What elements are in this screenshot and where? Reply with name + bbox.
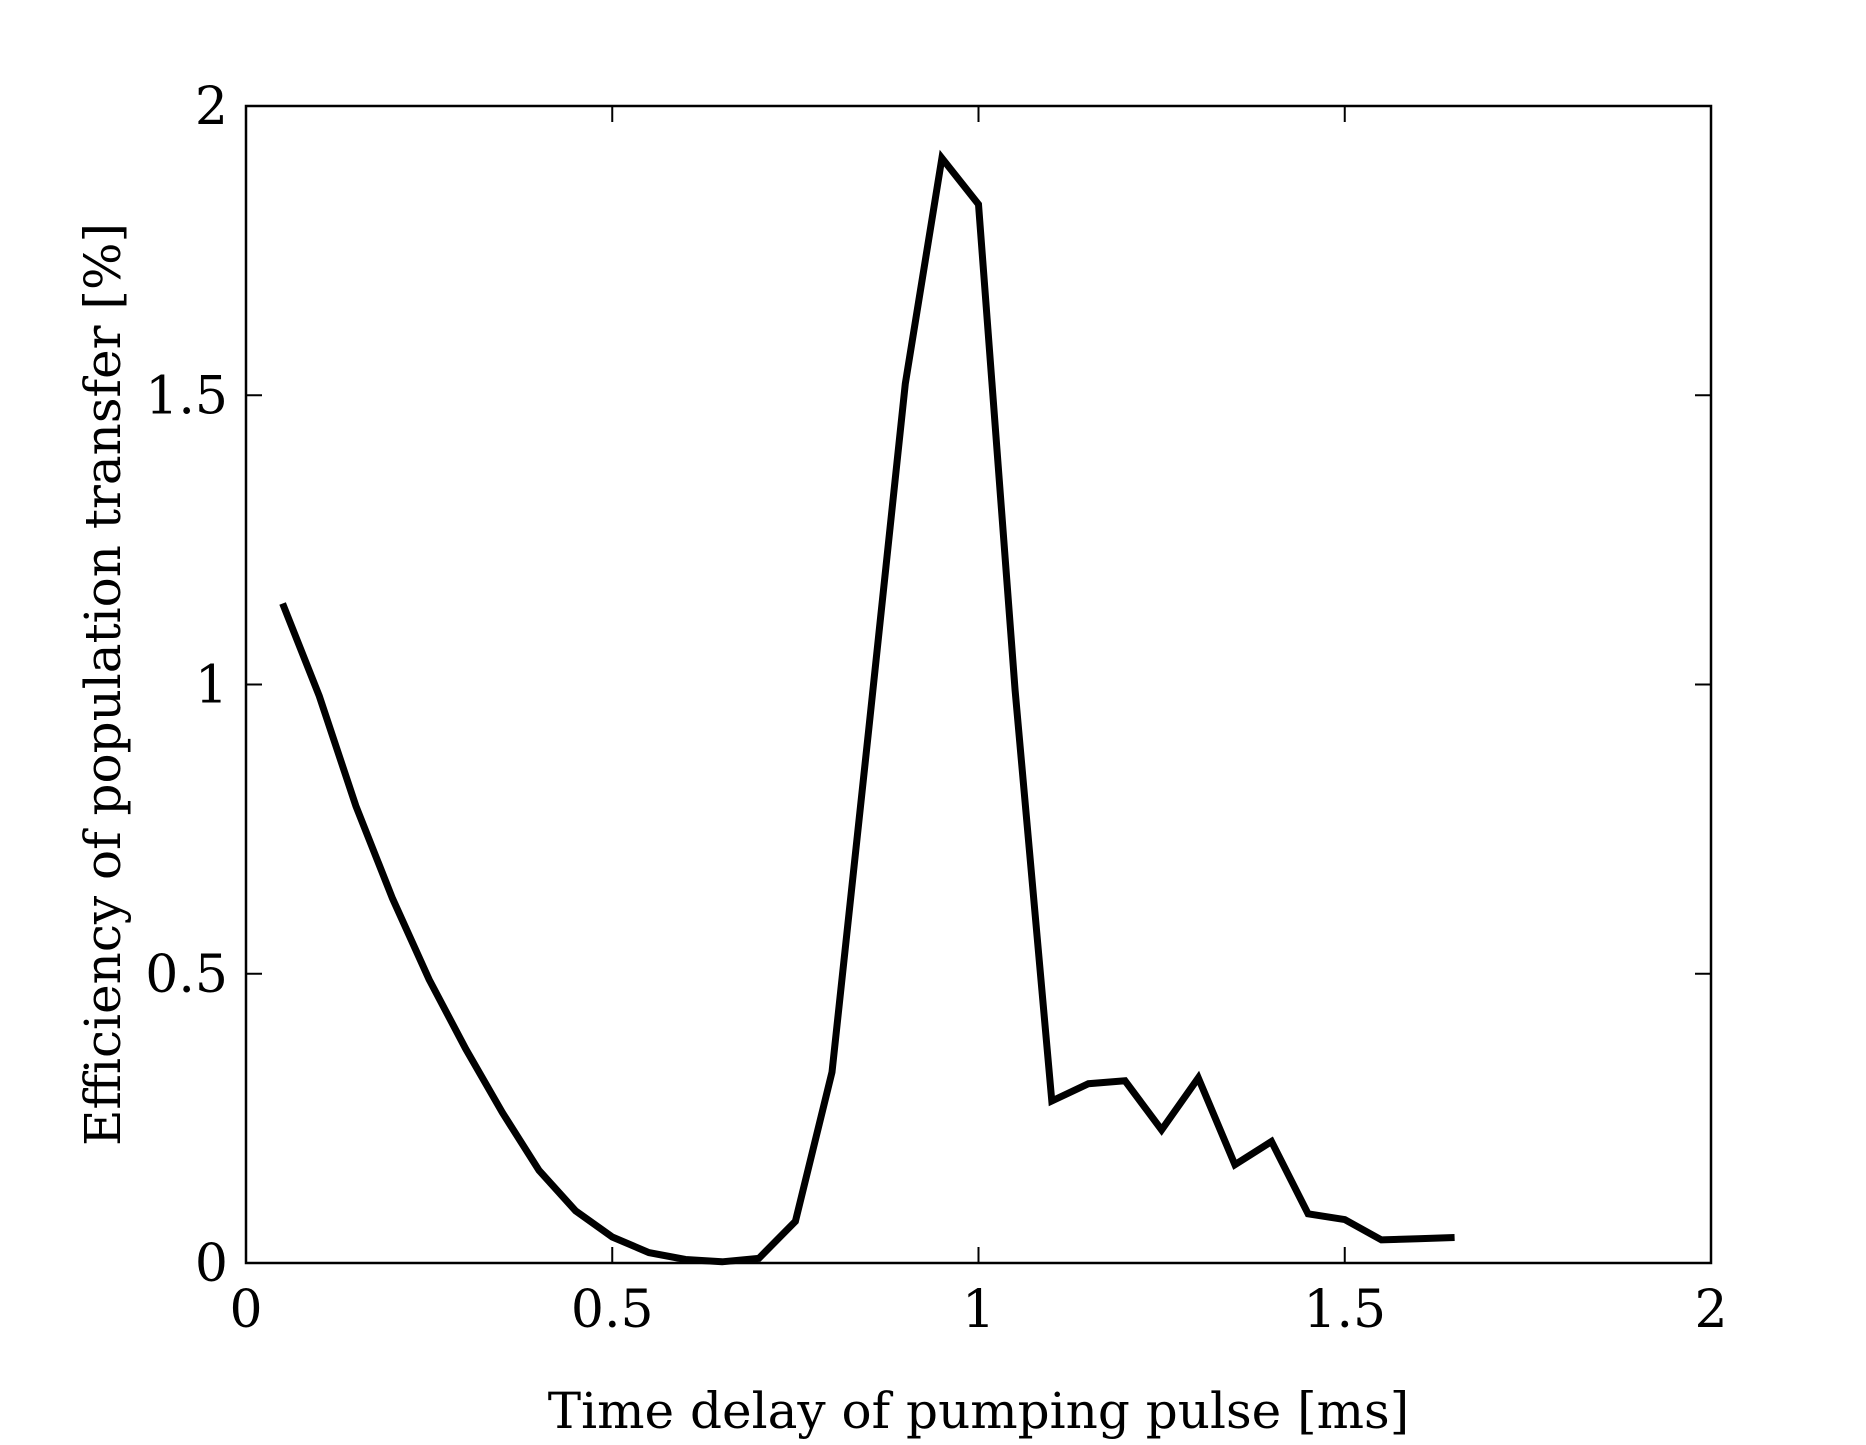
y-tick-label: 0 (195, 1234, 228, 1294)
y-axis-title: Efficiency of population transfer [%] (74, 223, 132, 1146)
x-tick-labels: 0 0.5 1 1.5 2 (229, 1280, 1727, 1340)
x-tick-label: 0 (229, 1280, 262, 1340)
axis-ticks (245, 105, 1712, 1264)
y-tick-label: 1.5 (145, 366, 228, 426)
y-tick-labels: 0 0.5 1 1.5 2 (145, 77, 228, 1294)
data-series-line (279, 149, 1455, 1266)
x-axis-title: Time delay of pumping pulse [ms] (548, 1382, 1409, 1440)
y-tick-label: 0.5 (145, 945, 228, 1005)
x-tick-label: 2 (1694, 1280, 1727, 1340)
x-tick-label: 1 (962, 1280, 995, 1340)
plot-area (244, 104, 1713, 1265)
y-tick-label: 1 (195, 656, 228, 716)
x-tick-label: 0.5 (571, 1280, 654, 1340)
x-tick-label: 1.5 (1303, 1280, 1386, 1340)
y-tick-label: 2 (195, 77, 228, 137)
